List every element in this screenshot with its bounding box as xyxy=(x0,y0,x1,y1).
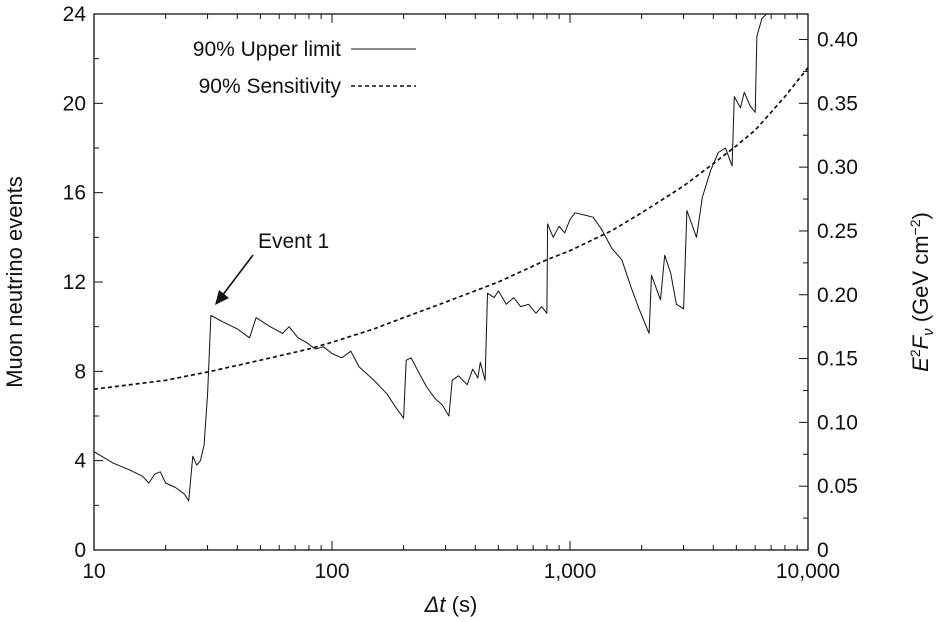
y2-tick-label: 0.40 xyxy=(817,29,858,52)
tick-labels: 10 100 1,000 10,0000481216202400.050.100.15… xyxy=(63,3,858,583)
y2-tick-label: 0.25 xyxy=(817,220,858,243)
y2-tick-label: 0 xyxy=(817,539,829,562)
event-1-arrow-shaft xyxy=(221,254,254,297)
y-tick-label: 8 xyxy=(74,360,86,383)
y-tick-label: 0 xyxy=(74,539,86,562)
event-1-label: Event 1 xyxy=(258,230,329,253)
y2-tick-label: 0.35 xyxy=(817,92,858,115)
x-tick-label: 10 xyxy=(82,560,105,583)
y-axis-title: Muon neutrino events xyxy=(2,176,27,388)
event-1-arrow-head xyxy=(215,290,229,305)
y2-tick-label: 0.15 xyxy=(817,348,858,371)
upper-limit-line xyxy=(93,13,767,502)
y-tick-label: 20 xyxy=(63,92,86,115)
y-tick-label: 16 xyxy=(63,182,86,205)
y2-tick-label: 0.05 xyxy=(817,475,858,498)
y2-tick-label: 0.30 xyxy=(817,156,858,179)
event-annotation: Event 1 xyxy=(215,230,329,305)
x-tick-label: 100 xyxy=(314,560,349,583)
y-tick-label: 4 xyxy=(74,450,86,473)
y2-tick-label: 0.10 xyxy=(817,411,858,434)
series-lines xyxy=(93,13,809,502)
legend-label-upper-limit: 90% Upper limit xyxy=(193,38,341,61)
tick-marks xyxy=(93,13,809,551)
x-tick-label: 1,000 xyxy=(544,560,597,583)
x-axis-title: Δt (s) xyxy=(424,592,478,617)
legend: 90% Upper limit 90% Sensitivity xyxy=(193,38,416,98)
sensitivity-line xyxy=(93,67,809,391)
y-tick-label: 12 xyxy=(63,271,86,294)
y2-axis-title: E2Fν (GeV cm−2) xyxy=(907,212,937,372)
x-tick-label: 10,000 xyxy=(776,560,840,583)
y2-tick-label: 0.20 xyxy=(817,284,858,307)
legend-label-sensitivity: 90% Sensitivity xyxy=(199,75,342,98)
y-tick-label: 24 xyxy=(63,3,87,26)
